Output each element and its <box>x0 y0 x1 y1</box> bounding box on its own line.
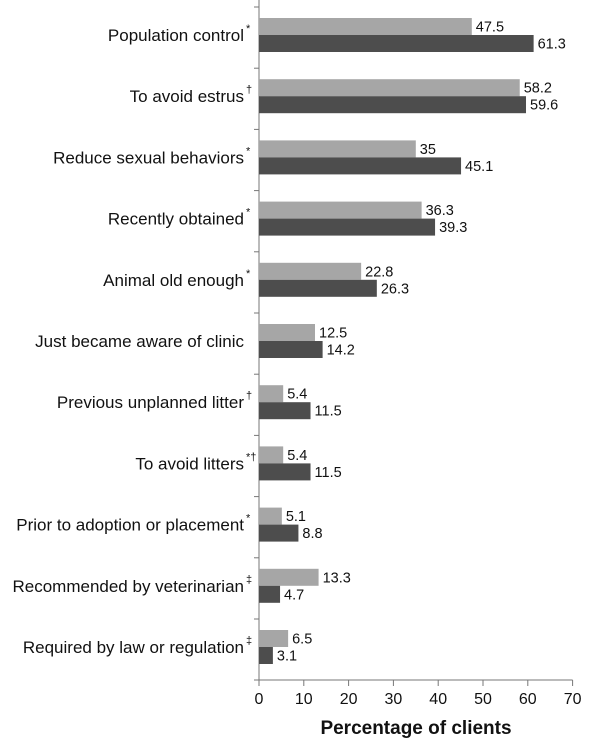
category-label: To avoid estrus <box>130 87 244 106</box>
category-label: Population control <box>108 26 244 45</box>
bar <box>259 341 323 358</box>
value-label: 5.4 <box>287 387 307 403</box>
footnote-mark: * <box>246 23 251 35</box>
bar <box>259 96 527 114</box>
footnote-mark: ‡ <box>246 635 252 647</box>
bar <box>259 201 422 219</box>
bar <box>259 279 377 297</box>
bar <box>259 568 319 586</box>
footnote-mark: * <box>246 145 251 157</box>
footnote-mark: *† <box>246 451 256 463</box>
value-label: 39.3 <box>439 220 467 236</box>
x-tick-label: 70 <box>564 691 582 708</box>
category-label: Required by law or regulation <box>23 638 244 657</box>
value-label: 13.3 <box>323 570 351 586</box>
x-tick-label: 30 <box>385 691 403 708</box>
value-label: 11.5 <box>315 404 342 420</box>
x-tick-label: 50 <box>474 691 492 708</box>
bar <box>259 262 362 280</box>
footnote-mark: * <box>246 268 251 280</box>
category-label: Reduce sexual behaviors <box>53 148 244 167</box>
category-label: Animal old enough <box>103 271 244 290</box>
bar <box>259 79 520 97</box>
value-label: 5.1 <box>286 509 306 525</box>
bar <box>259 157 462 175</box>
footnote-mark: * <box>246 513 251 525</box>
value-label: 58.2 <box>524 81 552 97</box>
x-axis-title: Percentage of clients <box>320 718 511 739</box>
value-label: 4.7 <box>284 587 304 603</box>
value-label: 3.1 <box>277 649 297 665</box>
value-label: 47.5 <box>476 20 504 36</box>
bar <box>259 507 282 525</box>
bar <box>259 630 289 647</box>
bar <box>259 324 315 341</box>
bar <box>259 385 284 403</box>
value-label: 5.4 <box>287 448 307 464</box>
value-label: 36.3 <box>426 203 454 219</box>
category-label: To avoid litters <box>135 454 244 473</box>
value-label: 35 <box>420 142 436 158</box>
value-label: 59.6 <box>530 98 558 114</box>
x-tick-label: 10 <box>295 691 313 708</box>
x-tick-label: 0 <box>255 691 264 708</box>
bar <box>259 446 284 464</box>
value-label: 22.8 <box>365 264 393 280</box>
footnote-mark: † <box>246 84 252 96</box>
category-label: Prior to adoption or placement <box>16 516 244 535</box>
bar <box>259 463 311 481</box>
value-label: 12.5 <box>319 326 347 342</box>
bar <box>259 585 281 603</box>
value-label: 11.5 <box>315 465 342 481</box>
footnote-mark: * <box>246 207 251 219</box>
bar <box>259 35 534 52</box>
value-label: 14.2 <box>327 343 355 359</box>
value-label: 8.8 <box>302 526 322 542</box>
value-label: 61.3 <box>538 37 566 53</box>
x-tick-label: 60 <box>519 691 537 708</box>
bar <box>259 140 416 158</box>
bar <box>259 647 273 664</box>
bar <box>259 18 472 35</box>
bar <box>259 218 436 236</box>
value-label: 6.5 <box>292 632 312 648</box>
x-tick-label: 40 <box>429 691 447 708</box>
category-label: Just became aware of clinic <box>35 332 244 351</box>
category-label: Previous unplanned litter <box>57 393 244 412</box>
category-label: Recommended by veterinarian <box>12 577 244 596</box>
x-tick-label: 20 <box>340 691 358 708</box>
category-label: Recently obtained <box>108 210 244 229</box>
footnote-mark: ‡ <box>246 574 252 586</box>
value-label: 26.3 <box>381 281 409 297</box>
bar <box>259 524 299 542</box>
bar <box>259 402 311 420</box>
footnote-mark: † <box>246 390 252 402</box>
value-label: 45.1 <box>465 159 493 175</box>
